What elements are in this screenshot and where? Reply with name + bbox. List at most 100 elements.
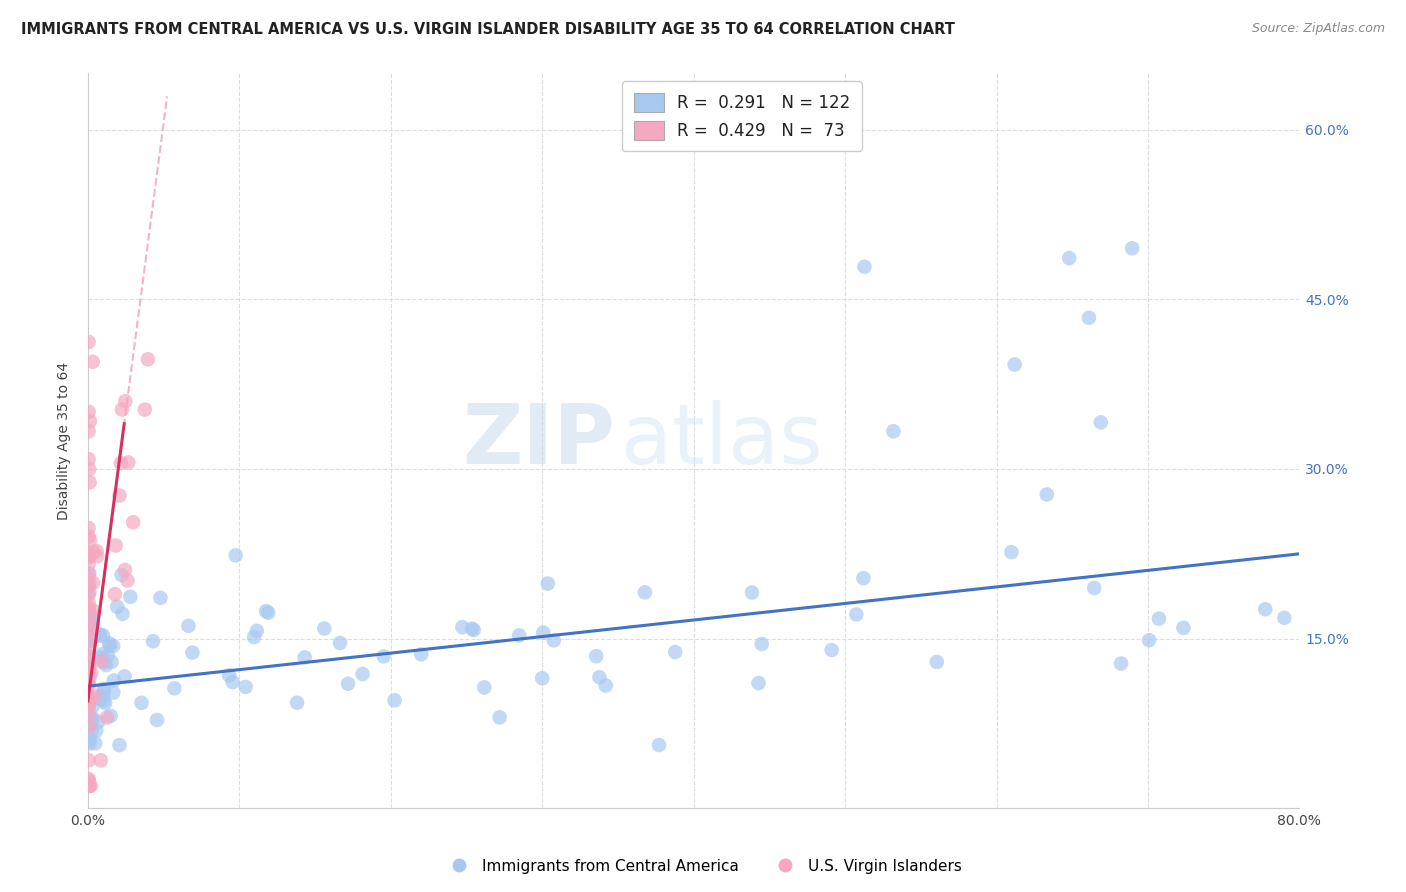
Point <box>79 733 101 747</box>
Point <box>77 753 100 767</box>
Point <box>131 696 153 710</box>
Point <box>77 573 100 587</box>
Point <box>1109 657 1132 671</box>
Point <box>114 394 136 409</box>
Point <box>1254 602 1277 616</box>
Point <box>508 628 530 642</box>
Point <box>114 669 136 683</box>
Point <box>80 715 103 730</box>
Point <box>77 601 100 615</box>
Point <box>77 596 100 610</box>
Point <box>648 738 671 752</box>
Point <box>77 659 100 673</box>
Point <box>77 334 100 349</box>
Point <box>77 521 100 535</box>
Point <box>103 685 125 699</box>
Point <box>329 636 352 650</box>
Point <box>634 585 657 599</box>
Text: ZIP: ZIP <box>463 401 614 481</box>
Point <box>451 620 474 634</box>
Point <box>83 689 105 703</box>
Point <box>77 549 100 563</box>
Point <box>77 676 100 690</box>
Text: atlas: atlas <box>621 401 823 481</box>
Point <box>751 637 773 651</box>
Point <box>146 713 169 727</box>
Point <box>93 685 115 699</box>
Point <box>91 647 114 661</box>
Point <box>741 585 763 599</box>
Point <box>89 629 111 643</box>
Point <box>104 539 127 553</box>
Point <box>77 627 100 641</box>
Point <box>257 606 280 620</box>
Point <box>149 591 172 605</box>
Point <box>585 649 607 664</box>
Point <box>77 615 100 629</box>
Point <box>77 529 100 543</box>
Point <box>285 696 308 710</box>
Point <box>79 610 101 624</box>
Point <box>82 711 104 725</box>
Point <box>93 693 115 707</box>
Point <box>531 625 554 640</box>
Point <box>105 599 128 614</box>
Point <box>79 628 101 642</box>
Point <box>80 779 103 793</box>
Point <box>91 628 114 642</box>
Point <box>117 574 139 588</box>
Point <box>89 627 111 641</box>
Point <box>77 424 100 438</box>
Point <box>77 640 100 655</box>
Point <box>79 779 101 793</box>
Point <box>110 567 132 582</box>
Point <box>845 607 868 622</box>
Point <box>235 680 257 694</box>
Point <box>79 462 101 476</box>
Point <box>108 488 131 502</box>
Point <box>77 719 100 733</box>
Point <box>77 405 100 419</box>
Point <box>117 455 139 469</box>
Point <box>1090 416 1112 430</box>
Point <box>110 456 132 470</box>
Point <box>79 629 101 643</box>
Point <box>100 655 122 669</box>
Point <box>373 649 395 664</box>
Y-axis label: Disability Age 35 to 64: Disability Age 35 to 64 <box>58 361 72 520</box>
Point <box>77 649 100 664</box>
Point <box>595 679 617 693</box>
Point <box>80 609 103 624</box>
Point <box>79 616 101 631</box>
Point <box>243 630 266 644</box>
Point <box>80 724 103 739</box>
Point <box>111 607 134 621</box>
Point <box>84 736 107 750</box>
Point <box>77 566 100 581</box>
Legend: Immigrants from Central America, U.S. Virgin Islanders: Immigrants from Central America, U.S. Vi… <box>439 853 967 880</box>
Point <box>246 624 269 638</box>
Point <box>82 603 104 617</box>
Point <box>97 648 120 663</box>
Point <box>77 772 100 786</box>
Point <box>93 681 115 696</box>
Point <box>181 646 204 660</box>
Point <box>87 714 110 729</box>
Point <box>77 697 100 711</box>
Point <box>79 566 101 581</box>
Point <box>1173 621 1195 635</box>
Point <box>82 355 104 369</box>
Point <box>411 648 433 662</box>
Point <box>463 623 485 637</box>
Point <box>111 402 134 417</box>
Point <box>84 628 107 642</box>
Point <box>77 707 100 722</box>
Point <box>82 699 104 714</box>
Point <box>1004 358 1026 372</box>
Point <box>79 533 101 547</box>
Point <box>77 699 100 714</box>
Point <box>853 260 876 274</box>
Point <box>79 632 101 647</box>
Point <box>79 607 101 621</box>
Point <box>89 652 111 666</box>
